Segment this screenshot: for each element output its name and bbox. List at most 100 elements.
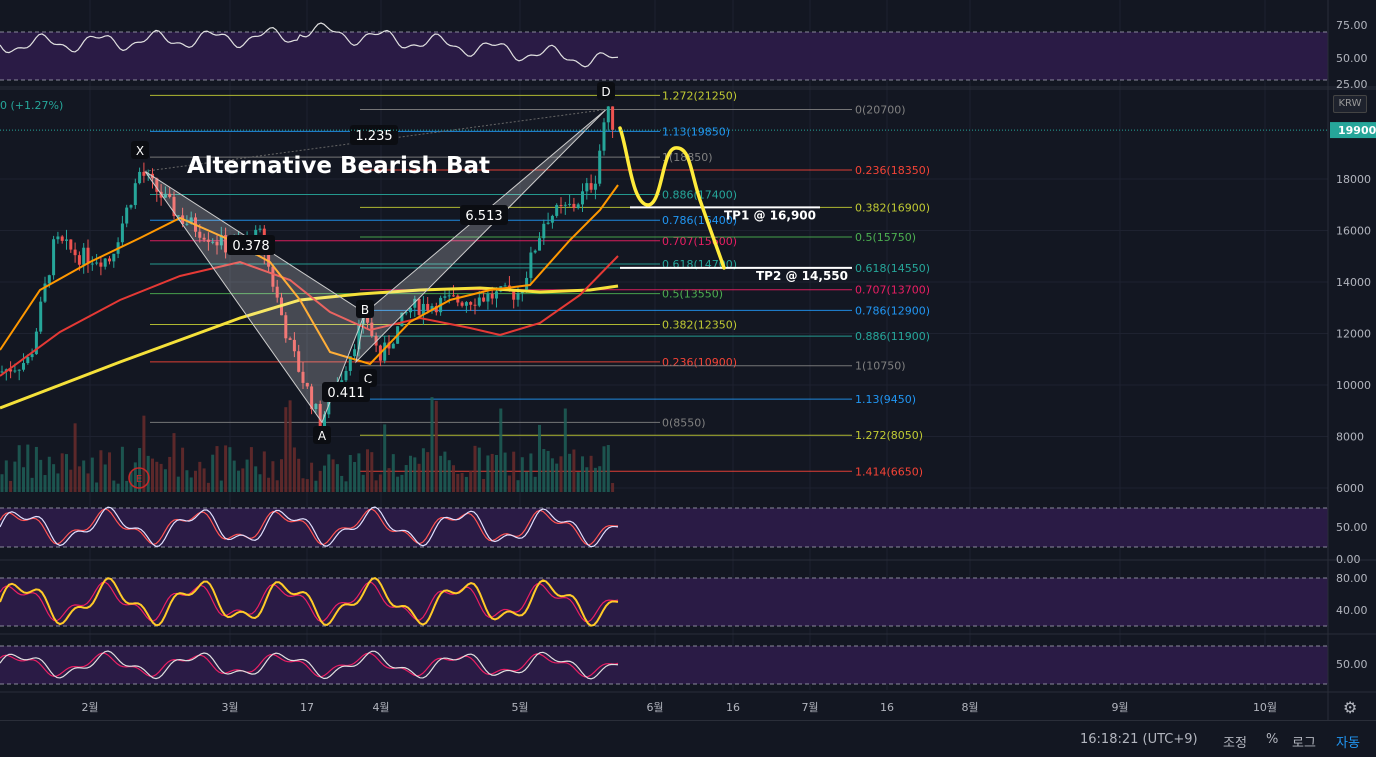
candle-body bbox=[417, 298, 421, 315]
stoch-rsi-panel-band bbox=[0, 578, 1328, 626]
candle-body bbox=[598, 150, 602, 184]
volume-bar bbox=[163, 469, 167, 492]
stoch-main-line bbox=[0, 506, 619, 548]
time-axis-tick: 9월 bbox=[1111, 701, 1128, 714]
candle-body bbox=[297, 351, 301, 372]
candle-body bbox=[400, 312, 404, 327]
volume-bar bbox=[529, 453, 533, 492]
volume-bar bbox=[370, 452, 374, 492]
candle-body bbox=[142, 171, 146, 176]
volume-bar bbox=[95, 482, 99, 492]
currency-badge[interactable]: KRW bbox=[1333, 95, 1367, 113]
fib-label-right: 0.236(18350) bbox=[855, 164, 930, 177]
candle-body bbox=[495, 291, 498, 299]
volume-bar bbox=[202, 468, 206, 492]
volume-bar bbox=[542, 449, 546, 492]
volume-bar bbox=[39, 459, 43, 492]
pattern-point-label: C bbox=[364, 372, 372, 386]
adjust-button[interactable]: 조정 bbox=[1223, 736, 1247, 751]
candle-body bbox=[176, 215, 180, 217]
volume-bar bbox=[327, 454, 331, 492]
volume-bar bbox=[396, 476, 400, 492]
volume-bar bbox=[133, 462, 137, 492]
momentum-panel-band bbox=[0, 646, 1328, 684]
volume-bar bbox=[262, 451, 266, 492]
candle-body bbox=[288, 338, 292, 340]
candle-body bbox=[172, 196, 176, 217]
volume-bar bbox=[581, 456, 584, 492]
candle-body bbox=[434, 305, 438, 313]
clock-readout[interactable]: 16:18:21 (UTC+9) bbox=[1080, 732, 1198, 747]
pattern-ratio-box bbox=[227, 235, 275, 255]
candle-body bbox=[271, 266, 275, 287]
candle-body bbox=[421, 303, 425, 315]
candle-body bbox=[357, 324, 361, 350]
pattern-ratio-box bbox=[322, 382, 370, 402]
volume-bar bbox=[499, 408, 503, 492]
time-axis-tick: 5월 bbox=[511, 701, 528, 714]
candle-body bbox=[168, 193, 172, 197]
candle-body bbox=[26, 357, 30, 364]
candle-body bbox=[473, 304, 477, 306]
candle-body bbox=[258, 228, 262, 230]
volume-bar bbox=[237, 470, 240, 492]
chart-svg[interactable]: 1.272(21250)1.13(19850)1(18850)0.886(174… bbox=[0, 0, 1376, 720]
price-axis-tick: 8000 bbox=[1336, 431, 1364, 444]
candle-body bbox=[391, 343, 395, 349]
volume-bar bbox=[426, 452, 430, 492]
volume-bar bbox=[378, 474, 382, 492]
volume-bar bbox=[512, 451, 516, 492]
candle-body bbox=[138, 171, 142, 184]
volume-bar bbox=[172, 433, 176, 492]
volume-bar bbox=[361, 474, 365, 492]
log-button[interactable]: 로그 bbox=[1292, 736, 1316, 751]
volume-bar bbox=[301, 478, 305, 492]
candle-body bbox=[13, 370, 17, 372]
volume-bar bbox=[4, 460, 8, 492]
volume-bar bbox=[593, 467, 597, 492]
candle-body bbox=[86, 247, 90, 264]
volume-bar bbox=[194, 470, 197, 492]
volume-bar bbox=[400, 474, 404, 492]
fib-label-left: 0(8550) bbox=[662, 416, 706, 429]
volume-bar bbox=[206, 482, 210, 492]
volume-bar bbox=[353, 462, 357, 492]
candle-body bbox=[452, 295, 455, 297]
volume-bar bbox=[430, 397, 434, 492]
pattern-point-box bbox=[597, 82, 615, 100]
volume-bar bbox=[219, 480, 223, 492]
volume-bar bbox=[589, 455, 593, 492]
candle-body bbox=[546, 222, 550, 224]
percent-button[interactable]: % bbox=[1266, 732, 1279, 747]
candle-body bbox=[353, 349, 357, 357]
candle-body bbox=[404, 312, 408, 314]
volume-bar bbox=[125, 480, 129, 492]
volume-bar bbox=[503, 452, 507, 492]
candle-body bbox=[305, 382, 309, 387]
fib-label-right: 1.272(8050) bbox=[855, 429, 923, 442]
rsi-axis-tick: 25.00 bbox=[1336, 78, 1368, 91]
candle-body bbox=[185, 223, 189, 225]
projection-path bbox=[618, 126, 726, 270]
fib-label-right: 1.414(6650) bbox=[855, 465, 923, 478]
volume-bar bbox=[103, 464, 107, 492]
volume-bar bbox=[383, 424, 387, 492]
pattern-point-box bbox=[356, 300, 374, 318]
price-axis-tick: 16000 bbox=[1336, 225, 1371, 238]
volume-bar bbox=[112, 480, 116, 492]
volume-bar bbox=[13, 461, 17, 492]
candle-body bbox=[550, 215, 554, 223]
volume-bar bbox=[439, 455, 443, 492]
candle-body bbox=[310, 386, 314, 410]
candle-body bbox=[464, 302, 468, 306]
fib-label-right: 0.618(14550) bbox=[855, 262, 930, 275]
auto-button[interactable]: 자동 bbox=[1336, 736, 1360, 751]
candle-body bbox=[22, 363, 25, 370]
volume-bar bbox=[0, 474, 4, 492]
volume-bar bbox=[228, 447, 232, 492]
volume-bar bbox=[443, 451, 447, 492]
candle-body bbox=[581, 191, 584, 205]
stoch-rsi-axis-tick: 80.00 bbox=[1336, 572, 1368, 585]
settings-gear-icon[interactable]: ⚙ bbox=[1343, 698, 1358, 717]
